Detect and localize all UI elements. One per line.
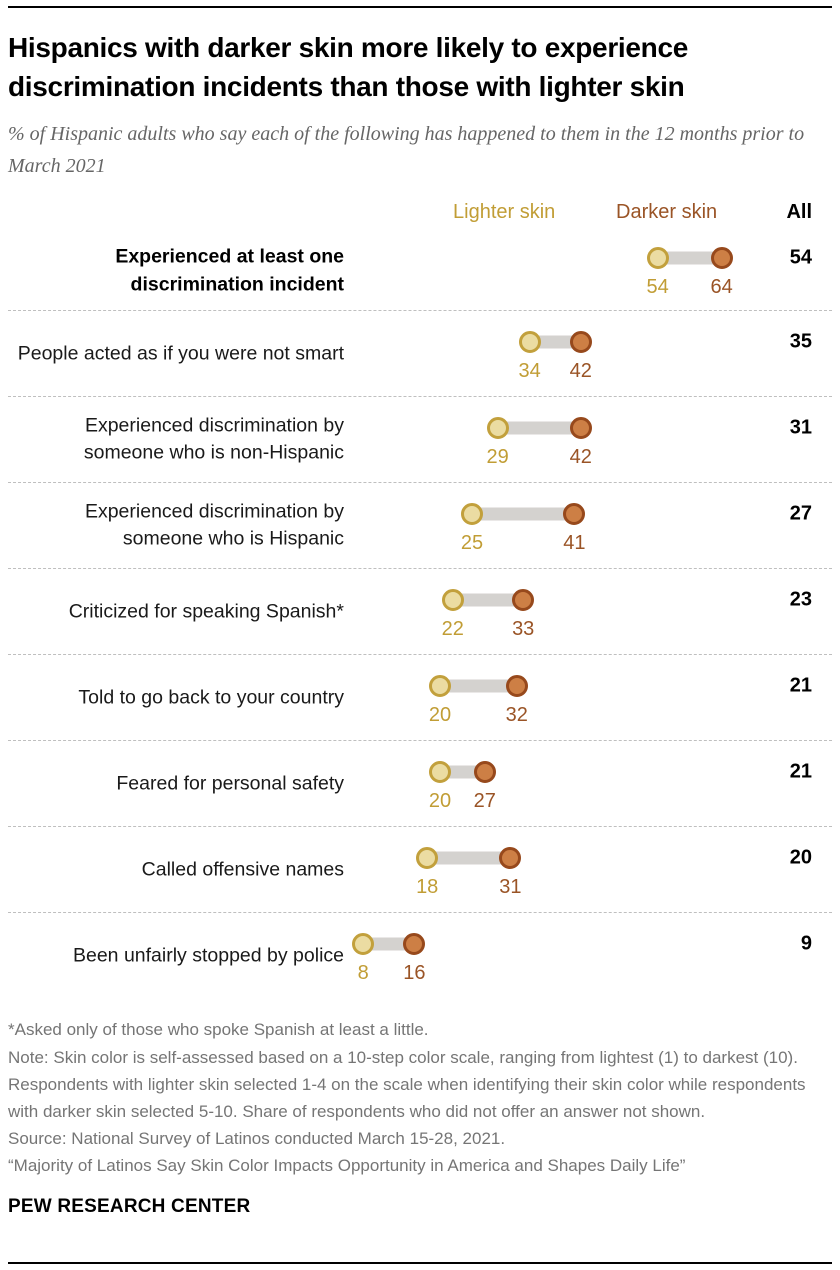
all-value: 35 — [789, 330, 812, 353]
all-value: 9 — [800, 932, 812, 955]
lighter-skin-dot — [429, 761, 451, 784]
all-value: 20 — [789, 846, 812, 869]
dumbbell: 22 33 — [8, 569, 832, 654]
footnote-asterisk: *Asked only of those who spoke Spanish a… — [8, 1020, 429, 1040]
chart-row: Experienced discrimination by someone wh… — [8, 483, 832, 570]
chart-row: Called offensive names 18 31 20 — [8, 827, 832, 914]
lighter-skin-dot — [441, 589, 464, 612]
legend-darker-skin: Darker skin — [616, 201, 718, 224]
footnote-source: Source: National Survey of Latinos condu… — [8, 1129, 506, 1149]
footnote-note: Note: Skin color is self-assessed based … — [8, 1047, 806, 1121]
chart-row: Criticized for speaking Spanish* 22 33 23 — [8, 569, 832, 656]
darker-skin-value: 42 — [569, 446, 592, 469]
chart-row: Experienced at least one discrimination … — [8, 232, 832, 312]
dumbbell-connector — [529, 335, 581, 349]
dumbbell: 34 42 — [8, 311, 832, 396]
dumbbell-connector — [472, 507, 575, 521]
darker-skin-dot — [512, 589, 535, 612]
lighter-skin-dot — [352, 933, 375, 956]
darker-skin-value: 42 — [569, 360, 592, 383]
chart-row: Experienced discrimination by someone wh… — [8, 397, 832, 484]
darker-skin-dot — [505, 675, 528, 698]
row-label: Experienced at least one discrimination … — [115, 246, 344, 296]
legend-lighter-skin: Lighter skin — [453, 201, 556, 224]
dumbbell-connector — [657, 251, 722, 265]
darker-skin-dot — [569, 331, 592, 354]
darker-skin-dot — [569, 417, 592, 440]
row-label: Called offensive names — [141, 858, 344, 881]
darker-skin-dot — [563, 503, 586, 526]
legend-all: All — [786, 201, 812, 224]
lighter-skin-dot — [429, 675, 451, 698]
chart-row: Feared for personal safety 20 27 21 — [8, 741, 832, 828]
dumbbell-connector — [497, 421, 581, 435]
chart-row: People acted as if you were not smart 34 4… — [8, 311, 832, 398]
darker-skin-dot — [403, 933, 426, 956]
dumbbell-connector — [440, 765, 485, 779]
footnote-report-title: “Majority of Latinos Say Skin Color Impa… — [8, 1156, 686, 1176]
bottom-rule — [8, 1262, 832, 1264]
row-label: Been unfairly stopped by police — [72, 944, 344, 967]
lighter-skin-value: 34 — [518, 360, 541, 383]
all-value: 54 — [789, 246, 812, 269]
darker-skin-value: 31 — [499, 876, 522, 899]
darker-skin-value: 27 — [473, 790, 496, 813]
all-value: 21 — [789, 760, 812, 783]
chart-row: Been unfairly stopped by police 8 16 9 — [8, 913, 832, 998]
chart-rows: Experienced at least one discrimination … — [8, 232, 832, 998]
dumbbell: 25 41 — [8, 483, 832, 568]
lighter-skin-value: 20 — [428, 704, 452, 727]
top-rule — [8, 6, 832, 8]
darker-skin-value: 32 — [505, 704, 528, 727]
chart-row: Told to go back to your country 20 32 21 — [8, 655, 832, 742]
pew-research-center-logo: PEW RESEARCH CENTER — [8, 1195, 251, 1217]
darker-skin-value: 33 — [512, 618, 535, 641]
dumbbell-connector — [440, 679, 517, 693]
dumbbell-chart: Lighter skin Darker skin All Experienced… — [8, 184, 832, 998]
lighter-skin-value: 18 — [416, 876, 439, 899]
row-label: Experienced discrimination by someone wh… — [83, 414, 344, 464]
all-value: 23 — [789, 588, 812, 611]
row-label: People acted as if you were not smart — [17, 342, 344, 365]
lighter-skin-value: 54 — [646, 276, 669, 299]
all-value: 21 — [789, 674, 812, 697]
page-title: Hispanics with darker skin more likely t… — [8, 32, 689, 103]
row-label: Criticized for speaking Spanish* — [68, 600, 344, 623]
darker-skin-value: 64 — [710, 276, 733, 299]
dumbbell-connector — [452, 593, 524, 607]
dumbbell: 54 64 — [8, 232, 832, 310]
dumbbell: 20 27 — [8, 741, 832, 826]
dumbbell: 29 42 — [8, 397, 832, 482]
lighter-skin-dot — [486, 417, 509, 440]
row-label: Feared for personal safety — [116, 772, 344, 795]
lighter-skin-dot — [646, 247, 669, 270]
dumbbell: 8 16 — [8, 913, 832, 998]
dumbbell: 18 31 — [8, 827, 832, 912]
lighter-skin-value: 20 — [428, 790, 452, 813]
dumbbell-connector — [363, 937, 415, 951]
lighter-skin-value: 25 — [460, 532, 484, 555]
row-label: Experienced discrimination by someone wh… — [84, 500, 344, 550]
row-label: Told to go back to your country — [78, 686, 344, 709]
chart-subtitle: % of Hispanic adults who say each of the… — [8, 123, 805, 178]
lighter-skin-dot — [416, 847, 439, 870]
darker-skin-value: 16 — [403, 962, 426, 985]
darker-skin-value: 41 — [563, 532, 586, 555]
dumbbell: 20 32 — [8, 655, 832, 740]
all-value: 27 — [789, 502, 812, 525]
darker-skin-dot — [499, 847, 522, 870]
lighter-skin-value: 29 — [486, 446, 509, 469]
lighter-skin-value: 22 — [441, 618, 464, 641]
dumbbell-connector — [427, 851, 511, 865]
darker-skin-dot — [473, 761, 496, 784]
lighter-skin-value: 8 — [357, 962, 369, 985]
footnotes: *Asked only of those who spoke Spanish a… — [8, 1016, 832, 1179]
darker-skin-dot — [710, 247, 733, 270]
all-value: 31 — [789, 416, 812, 439]
chart-legend: Lighter skin Darker skin All — [8, 184, 832, 232]
lighter-skin-dot — [518, 331, 541, 354]
lighter-skin-dot — [461, 503, 483, 526]
